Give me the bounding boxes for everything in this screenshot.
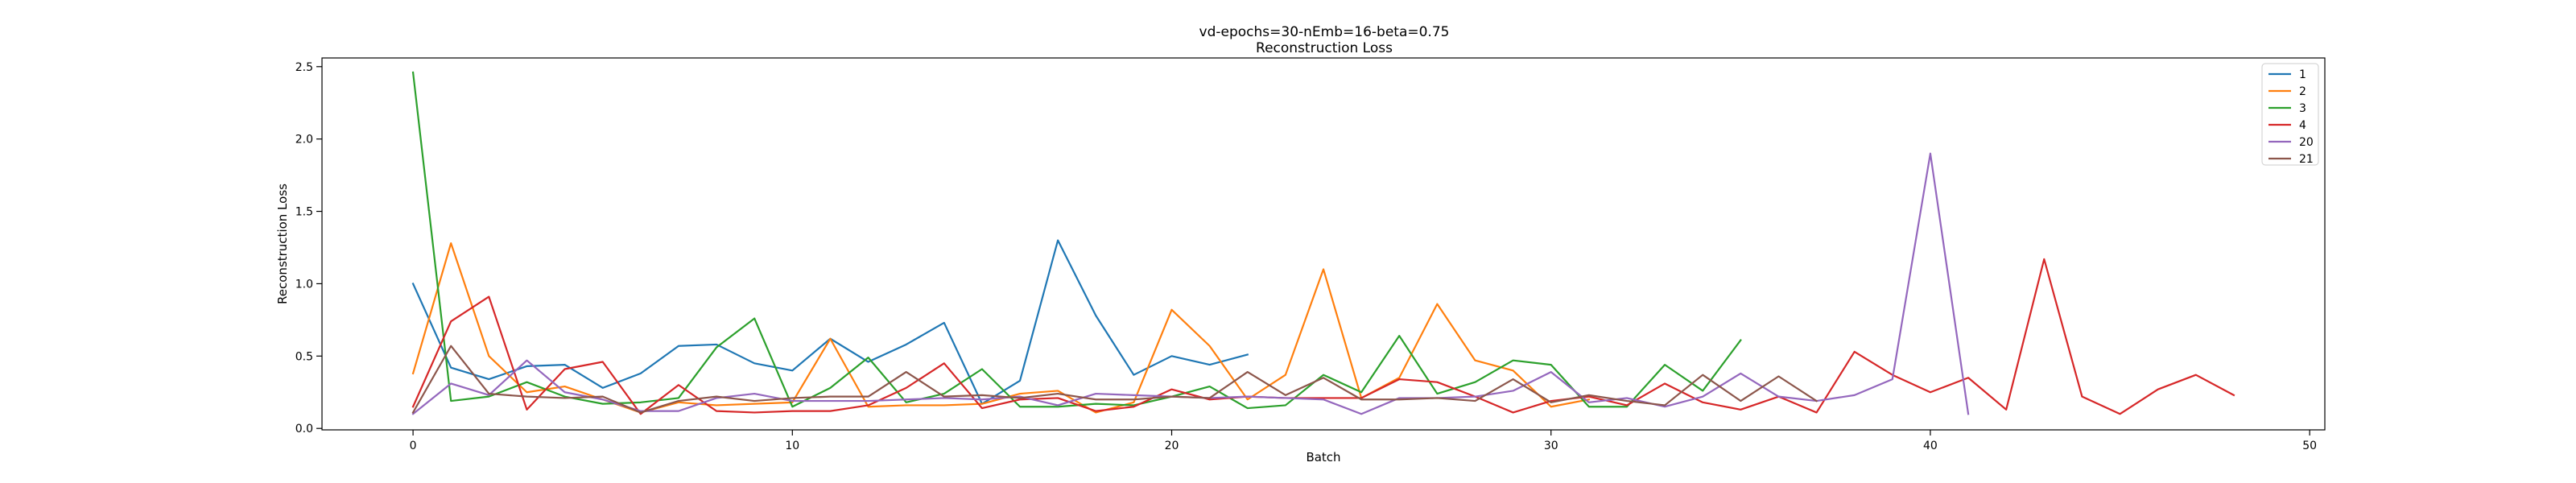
x-tick-label: 40 xyxy=(1923,440,1938,452)
series-line-21 xyxy=(411,345,1818,414)
x-tick-label: 20 xyxy=(1165,440,1179,452)
y-axis: 0.0 0.5 1.0 1.5 2.0 2.5 xyxy=(295,61,322,436)
series-layer xyxy=(411,71,2235,415)
y-tick-label: 0.0 xyxy=(295,423,313,436)
x-tick-label: 10 xyxy=(785,440,799,452)
y-tick-label: 0.5 xyxy=(295,350,313,363)
y-tick-label: 2.0 xyxy=(295,134,313,147)
series-line-4 xyxy=(411,258,2235,415)
legend-label-3: 3 xyxy=(2299,102,2306,115)
legend-label-20: 20 xyxy=(2299,136,2314,149)
legend-frame xyxy=(2261,63,2319,166)
legend-label-1: 1 xyxy=(2299,68,2306,81)
chart-subtitle: Reconstruction Loss xyxy=(1256,40,1393,56)
x-axis: 0 10 20 30 40 50 xyxy=(410,430,2317,452)
legend: 1 2 3 4 20 21 xyxy=(2261,63,2319,166)
y-tick-label: 1.0 xyxy=(295,278,313,291)
x-tick-label: 0 xyxy=(410,440,417,452)
x-tick-label: 30 xyxy=(1544,440,1558,452)
plot-frame xyxy=(321,57,2326,431)
plot-background xyxy=(322,58,2325,430)
legend-label-4: 4 xyxy=(2299,119,2306,132)
plot-area xyxy=(322,58,2325,430)
x-tick-label: 50 xyxy=(2302,440,2317,452)
legend-label-2: 2 xyxy=(2299,85,2306,98)
y-axis-label: Reconstruction Loss xyxy=(275,184,290,304)
y-tick-label: 2.5 xyxy=(295,61,313,74)
y-tick-label: 1.5 xyxy=(295,206,313,219)
chart-title: vd-epochs=30-nEmb=16-beta=0.75 xyxy=(1199,24,1450,40)
x-axis-label: Batch xyxy=(1306,450,1340,464)
legend-label-21: 21 xyxy=(2299,153,2314,166)
